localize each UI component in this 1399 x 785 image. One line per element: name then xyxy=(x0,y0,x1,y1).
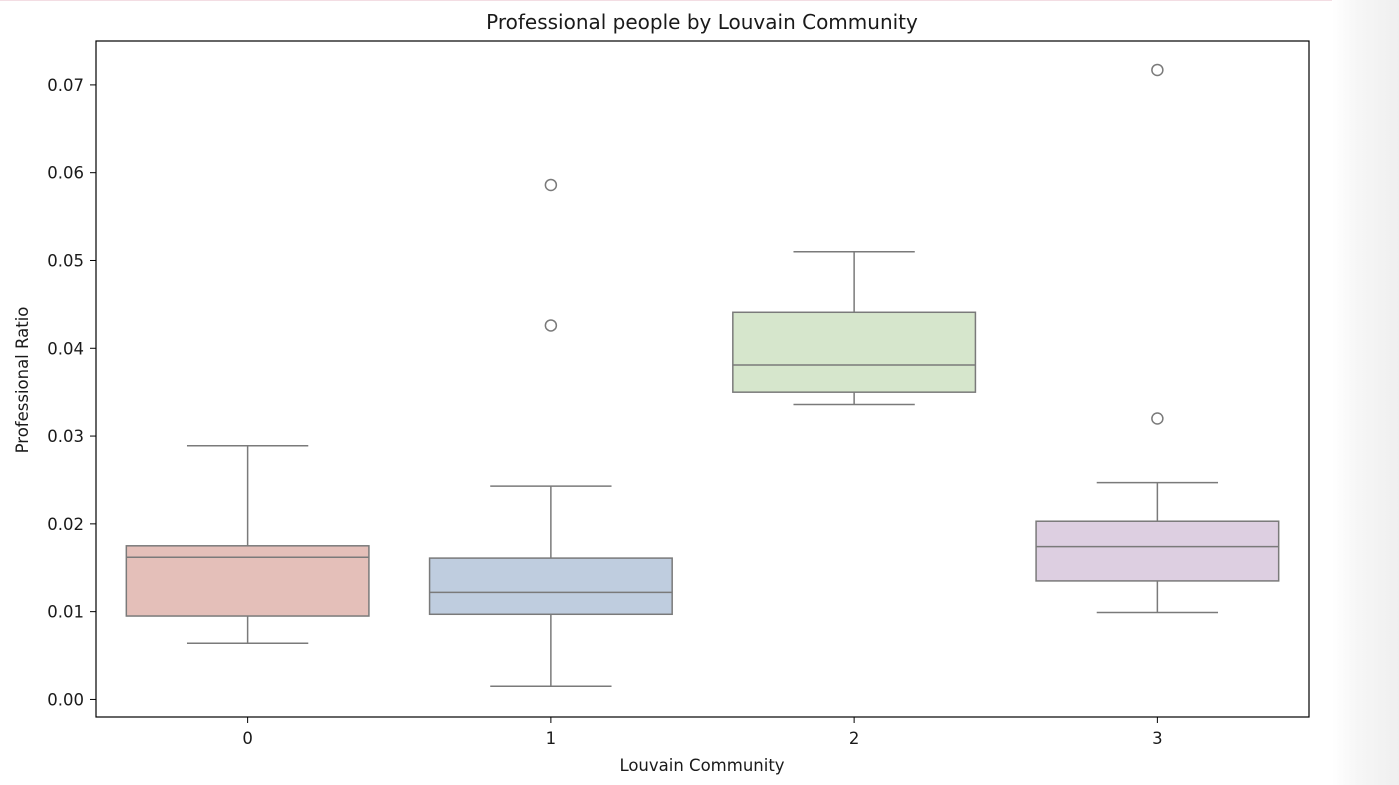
y-tick-label-7: 0.07 xyxy=(47,76,84,95)
y-tick-label-0: 0.00 xyxy=(47,690,84,709)
outlier-3-1 xyxy=(1151,412,1164,425)
box-2 xyxy=(732,311,977,393)
y-tick-label-6: 0.06 xyxy=(47,164,84,183)
x-tick-label-2: 2 xyxy=(849,729,860,748)
x-tick-label-3: 3 xyxy=(1152,729,1163,748)
axes-frame xyxy=(95,40,1310,718)
box-0 xyxy=(125,545,370,617)
box-3 xyxy=(1035,520,1280,582)
y-axis-label: Professional Ratio xyxy=(13,307,32,454)
outlier-3-0 xyxy=(1151,63,1164,77)
outlier-1-1 xyxy=(544,319,558,332)
chart-title: Professional people by Louvain Community xyxy=(486,10,918,34)
scroll-margin xyxy=(1332,0,1399,785)
y-tick-label-4: 0.04 xyxy=(47,339,84,358)
y-tick-label-3: 0.03 xyxy=(47,427,84,446)
y-tick-label-5: 0.05 xyxy=(47,251,84,270)
box-plot-chart: Professional people by Louvain Community… xyxy=(13,10,1310,775)
window-top-border xyxy=(0,0,1399,1)
y-tick-label-2: 0.02 xyxy=(47,515,84,534)
x-axis-label: Louvain Community xyxy=(619,756,784,775)
x-tick-label-0: 0 xyxy=(242,729,253,748)
x-tick-label-1: 1 xyxy=(546,729,557,748)
y-tick-label-1: 0.01 xyxy=(47,603,84,622)
box-1 xyxy=(428,557,673,616)
outlier-1-0 xyxy=(544,178,558,192)
plot-area: 0.00 0.01 0.02 0.03 0.04 0.05 0.06 0.07 0 1 2 3 xyxy=(47,40,1310,748)
